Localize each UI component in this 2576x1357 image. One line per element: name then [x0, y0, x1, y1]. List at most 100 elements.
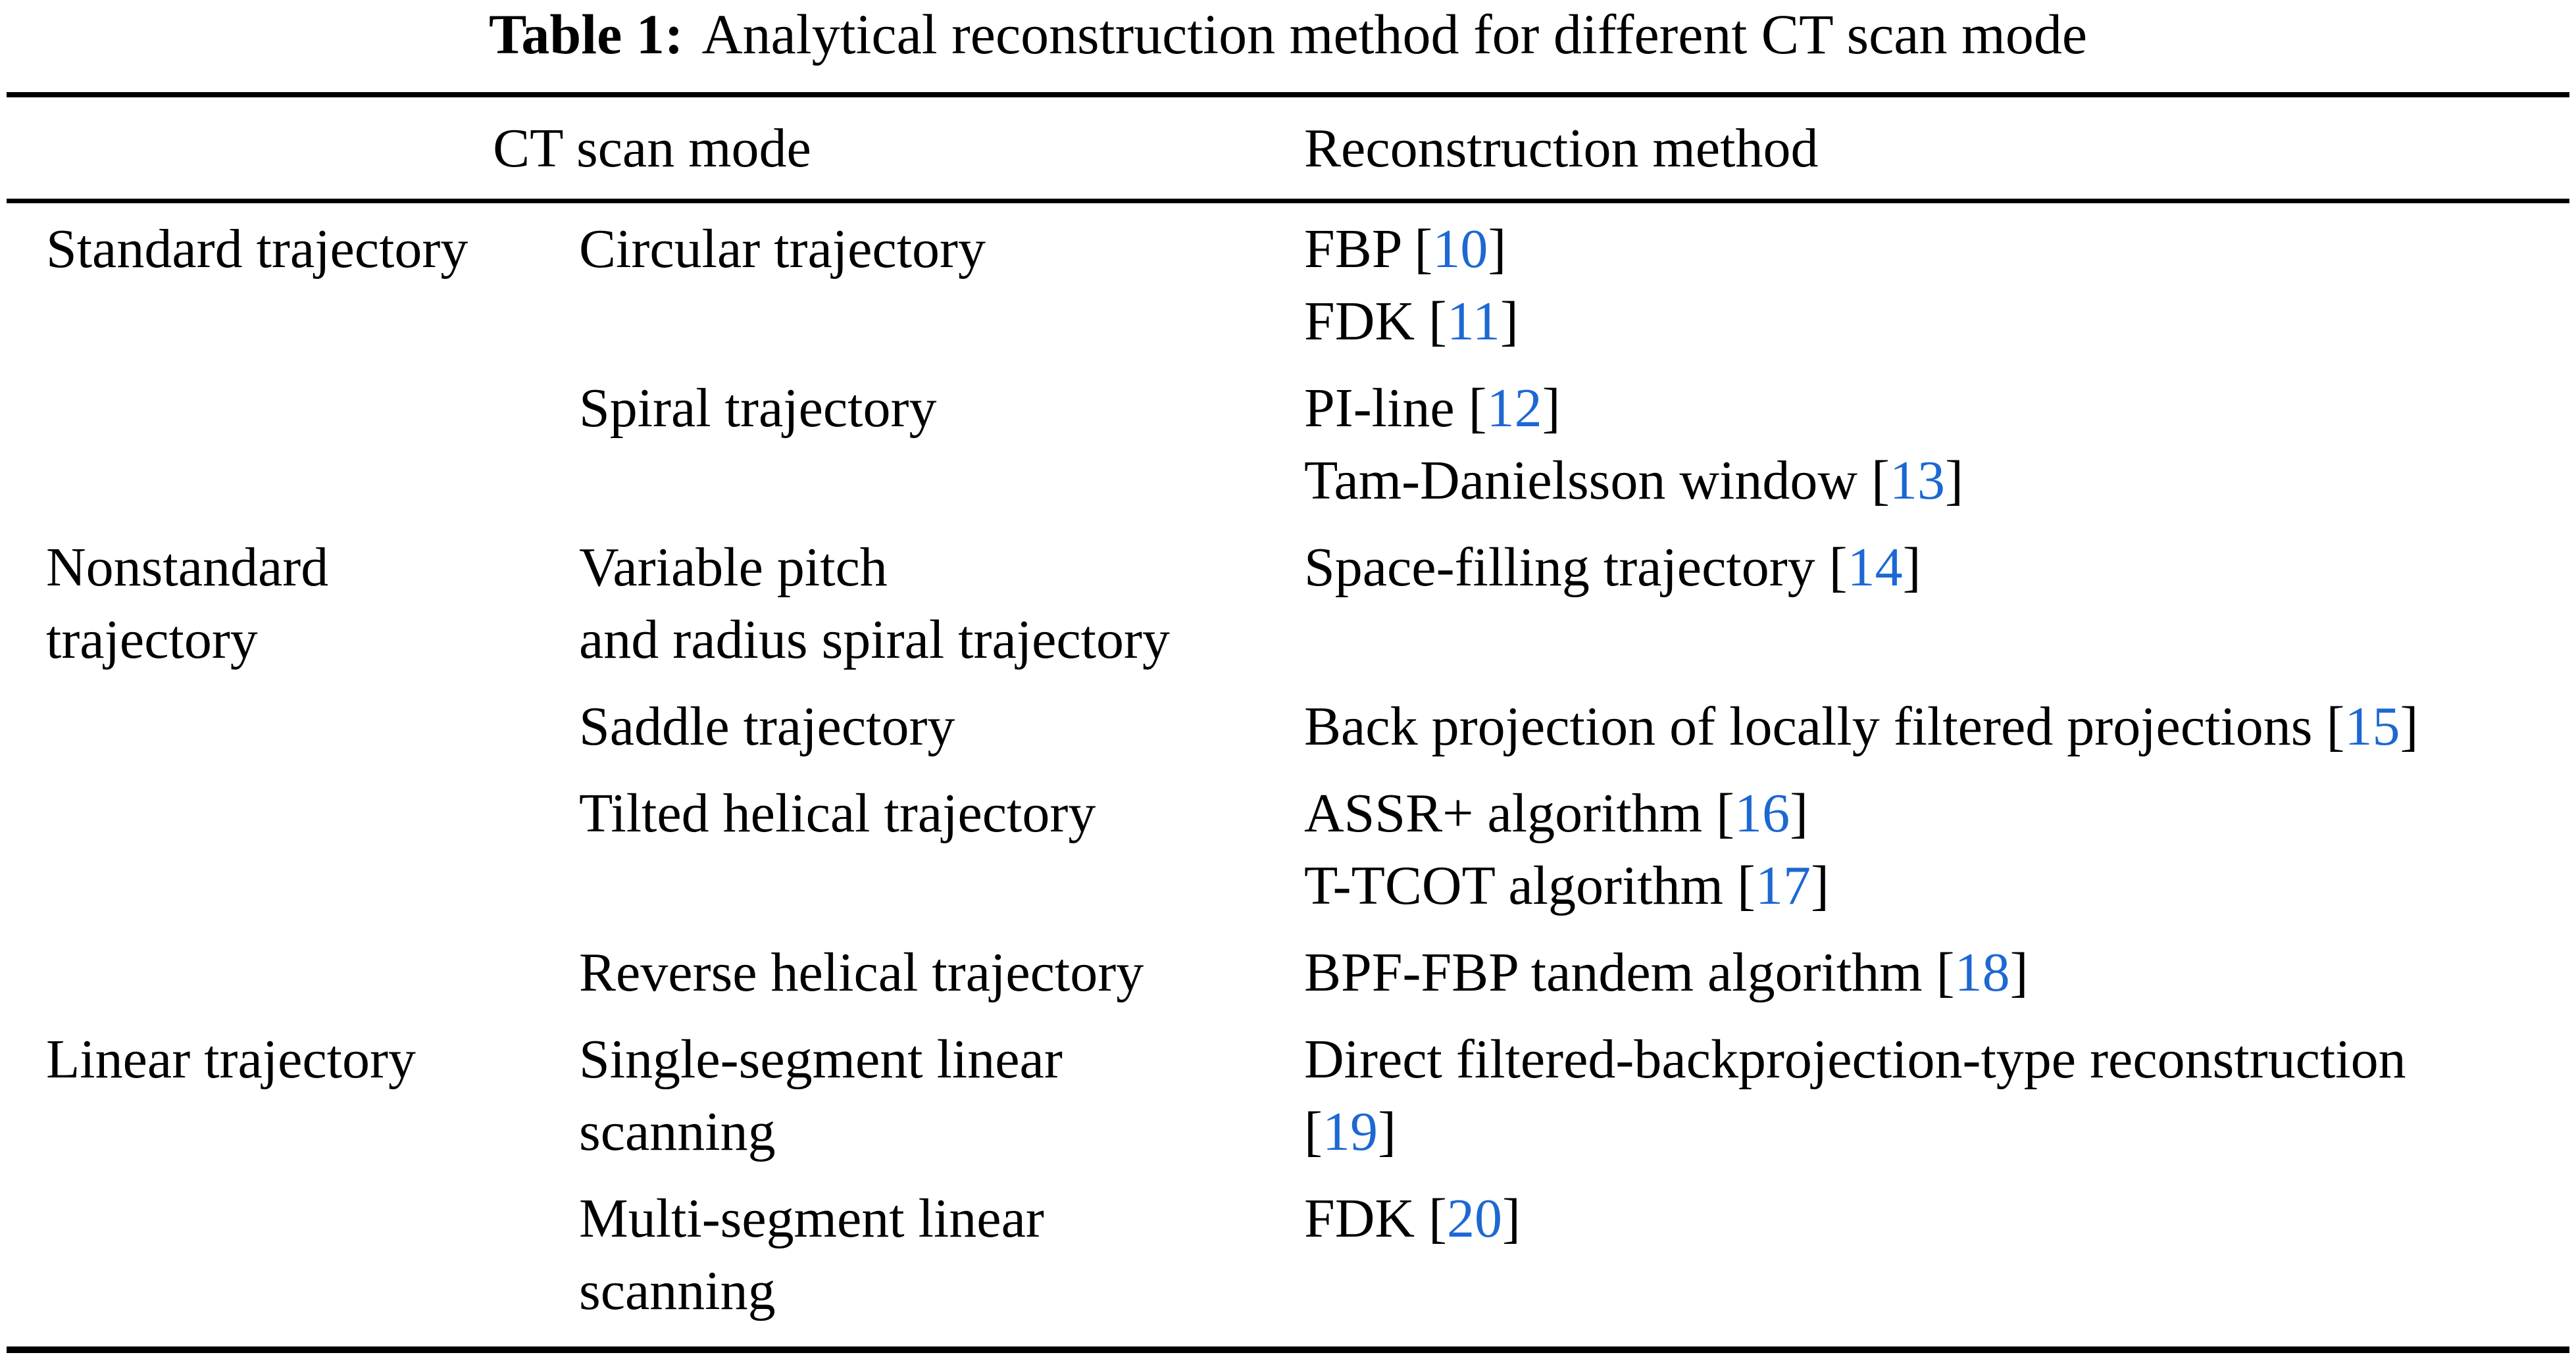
citation-link[interactable]: 16 [1734, 783, 1790, 844]
cell-line: Nonstandard [46, 537, 329, 598]
cell-line: FDK [11] [1304, 285, 2569, 358]
method-text: ] [2400, 696, 2419, 757]
method-text: FBP [ [1304, 218, 1433, 280]
cell-line: scanning [579, 1101, 776, 1162]
citation-link[interactable]: 18 [1954, 942, 2010, 1003]
cell-line: ASSR+ algorithm [16] [1304, 777, 2569, 850]
citation-link[interactable]: 11 [1447, 291, 1500, 352]
cell-line: scanning [579, 1260, 776, 1321]
cell-scan-mode-sub: Circular trajectory [579, 213, 1298, 358]
cell-line: Reverse helical trajectory [579, 942, 1144, 1003]
cell-scan-mode-sub: Saddle trajectory [579, 691, 1298, 763]
table-row: Reverse helical trajectory BPF-FBP tandem… [7, 937, 2569, 1009]
cell-scan-mode-sub: Variable pitch and radius spiral trajecto… [579, 531, 1298, 676]
table-header-rule [7, 199, 2569, 203]
cell-line: Back projection of locally filtered proj… [1304, 691, 2569, 763]
table-body: Standard trajectory Circular trajectory FB… [7, 203, 2569, 1346]
method-text: Space-filling trajectory [ [1304, 537, 1848, 598]
column-header-ct-scan-mode: CT scan mode [493, 117, 811, 179]
cell-methods: Back projection of locally filtered proj… [1298, 691, 2569, 763]
method-text: ASSR+ algorithm [ [1304, 783, 1735, 844]
citation-link[interactable]: 19 [1322, 1101, 1378, 1162]
cell-line: trajectory [46, 609, 258, 670]
method-text: ] [2009, 942, 2029, 1003]
method-text: Tam-Danielsson window [ [1304, 450, 1890, 511]
citation-link[interactable]: 10 [1432, 218, 1488, 280]
cell-methods: FDK [20] [1298, 1183, 2569, 1327]
citation-link[interactable]: 13 [1889, 450, 1945, 511]
cell-line: Multi-segment linear [579, 1188, 1044, 1249]
cell-scan-mode-sub: Single-segment linear scanning [579, 1024, 1298, 1168]
cell-line: Tilted helical trajectory [579, 783, 1096, 844]
cell-line: Direct filtered-backprojection-type reco… [1304, 1024, 2569, 1096]
cell-scan-mode-group [7, 777, 579, 922]
table-row: Nonstandard trajectory Variable pitch and r… [7, 531, 2569, 676]
cell-scan-mode-group: Linear trajectory [7, 1024, 579, 1168]
citation-link[interactable]: 14 [1847, 537, 1903, 598]
cell-line: Single-segment linear [579, 1029, 1063, 1090]
citation-link[interactable]: 15 [2344, 696, 2400, 757]
method-text: ] [1500, 291, 1519, 352]
cell-line: [19] [1304, 1096, 2569, 1168]
cell-scan-mode-group: Standard trajectory [7, 213, 579, 358]
analytical-reconstruction-table: CT scan mode Reconstruction method Stand… [7, 92, 2569, 1353]
cell-scan-mode-group [7, 937, 579, 1009]
method-text: ] [1902, 537, 1921, 598]
cell-scan-mode-sub: Reverse helical trajectory [579, 937, 1298, 1009]
table-row: Saddle trajectory Back projection of loca… [7, 691, 2569, 763]
cell-scan-mode-sub: Tilted helical trajectory [579, 777, 1298, 922]
table-row: Multi-segment linear scanning FDK [20] [7, 1183, 2569, 1327]
cell-line: PI-line [12] [1304, 372, 2569, 445]
cell-scan-mode-sub: Spiral trajectory [579, 372, 1298, 517]
method-text: ] [1542, 378, 1561, 439]
method-text: Direct filtered-backprojection-type reco… [1304, 1029, 2406, 1090]
cell-line: FDK [20] [1304, 1183, 2569, 1255]
citation-link[interactable]: 20 [1447, 1188, 1503, 1249]
cell-line: FBP [10] [1304, 213, 2569, 285]
cell-methods: BPF-FBP tandem algorithm [18] [1298, 937, 2569, 1009]
method-text: ] [1790, 783, 1809, 844]
method-text: FDK [ [1304, 1188, 1448, 1249]
table-bottom-rule [7, 1346, 2569, 1353]
cell-line: Standard trajectory [46, 218, 468, 280]
table-row: Standard trajectory Circular trajectory FB… [7, 213, 2569, 358]
cell-line: Linear trajectory [46, 1029, 416, 1090]
method-text: ] [1502, 1188, 1521, 1249]
cell-line: T-TCOT algorithm [17] [1304, 850, 2569, 922]
cell-methods: FBP [10] FDK [11] [1298, 213, 2569, 358]
cell-line: Saddle trajectory [579, 696, 955, 757]
method-text: PI-line [ [1304, 378, 1487, 439]
table-caption: Table 1: Analytical reconstruction method… [0, 0, 2576, 67]
table-row: Tilted helical trajectory ASSR+ algorithm… [7, 777, 2569, 922]
method-text: ] [1944, 450, 1963, 511]
table-top-rule [7, 92, 2569, 97]
cell-line: Space-filling trajectory [14] [1304, 531, 2569, 604]
method-text: ] [1488, 218, 1507, 280]
table-row: Spiral trajectory PI-line [12] Tam-Daniels… [7, 372, 2569, 517]
column-header-reconstruction-method: Reconstruction method [1304, 117, 1819, 179]
cell-scan-mode-group [7, 691, 579, 763]
cell-scan-mode-group [7, 372, 579, 517]
cell-methods: ASSR+ algorithm [16] T-TCOT algorithm [17… [1298, 777, 2569, 922]
table-row: Linear trajectory Single-segment linear sc… [7, 1024, 2569, 1168]
cell-scan-mode-sub: Multi-segment linear scanning [579, 1183, 1298, 1327]
method-text: ] [1377, 1101, 1396, 1162]
method-text: Back projection of locally filtered proj… [1304, 696, 2345, 757]
method-text: BPF-FBP tandem algorithm [ [1304, 942, 1955, 1003]
citation-link[interactable]: 17 [1755, 855, 1811, 916]
method-text: T-TCOT algorithm [ [1304, 855, 1755, 916]
table-caption-label: Table 1: [488, 3, 684, 66]
cell-line: Variable pitch [579, 537, 888, 598]
method-text: FDK [ [1304, 291, 1448, 352]
citation-link[interactable]: 12 [1486, 378, 1542, 439]
method-text: ] [1810, 855, 1829, 916]
cell-methods: PI-line [12] Tam-Danielsson window [13] [1298, 372, 2569, 517]
cell-methods: Direct filtered-backprojection-type reco… [1298, 1024, 2569, 1168]
cell-line: Circular trajectory [579, 218, 986, 280]
cell-line: Spiral trajectory [579, 378, 937, 439]
cell-scan-mode-group: Nonstandard trajectory [7, 531, 579, 676]
cell-methods: Space-filling trajectory [14] [1298, 531, 2569, 676]
cell-line: Tam-Danielsson window [13] [1304, 445, 2569, 517]
table-caption-text: Analytical reconstruction method for dif… [701, 3, 2088, 66]
